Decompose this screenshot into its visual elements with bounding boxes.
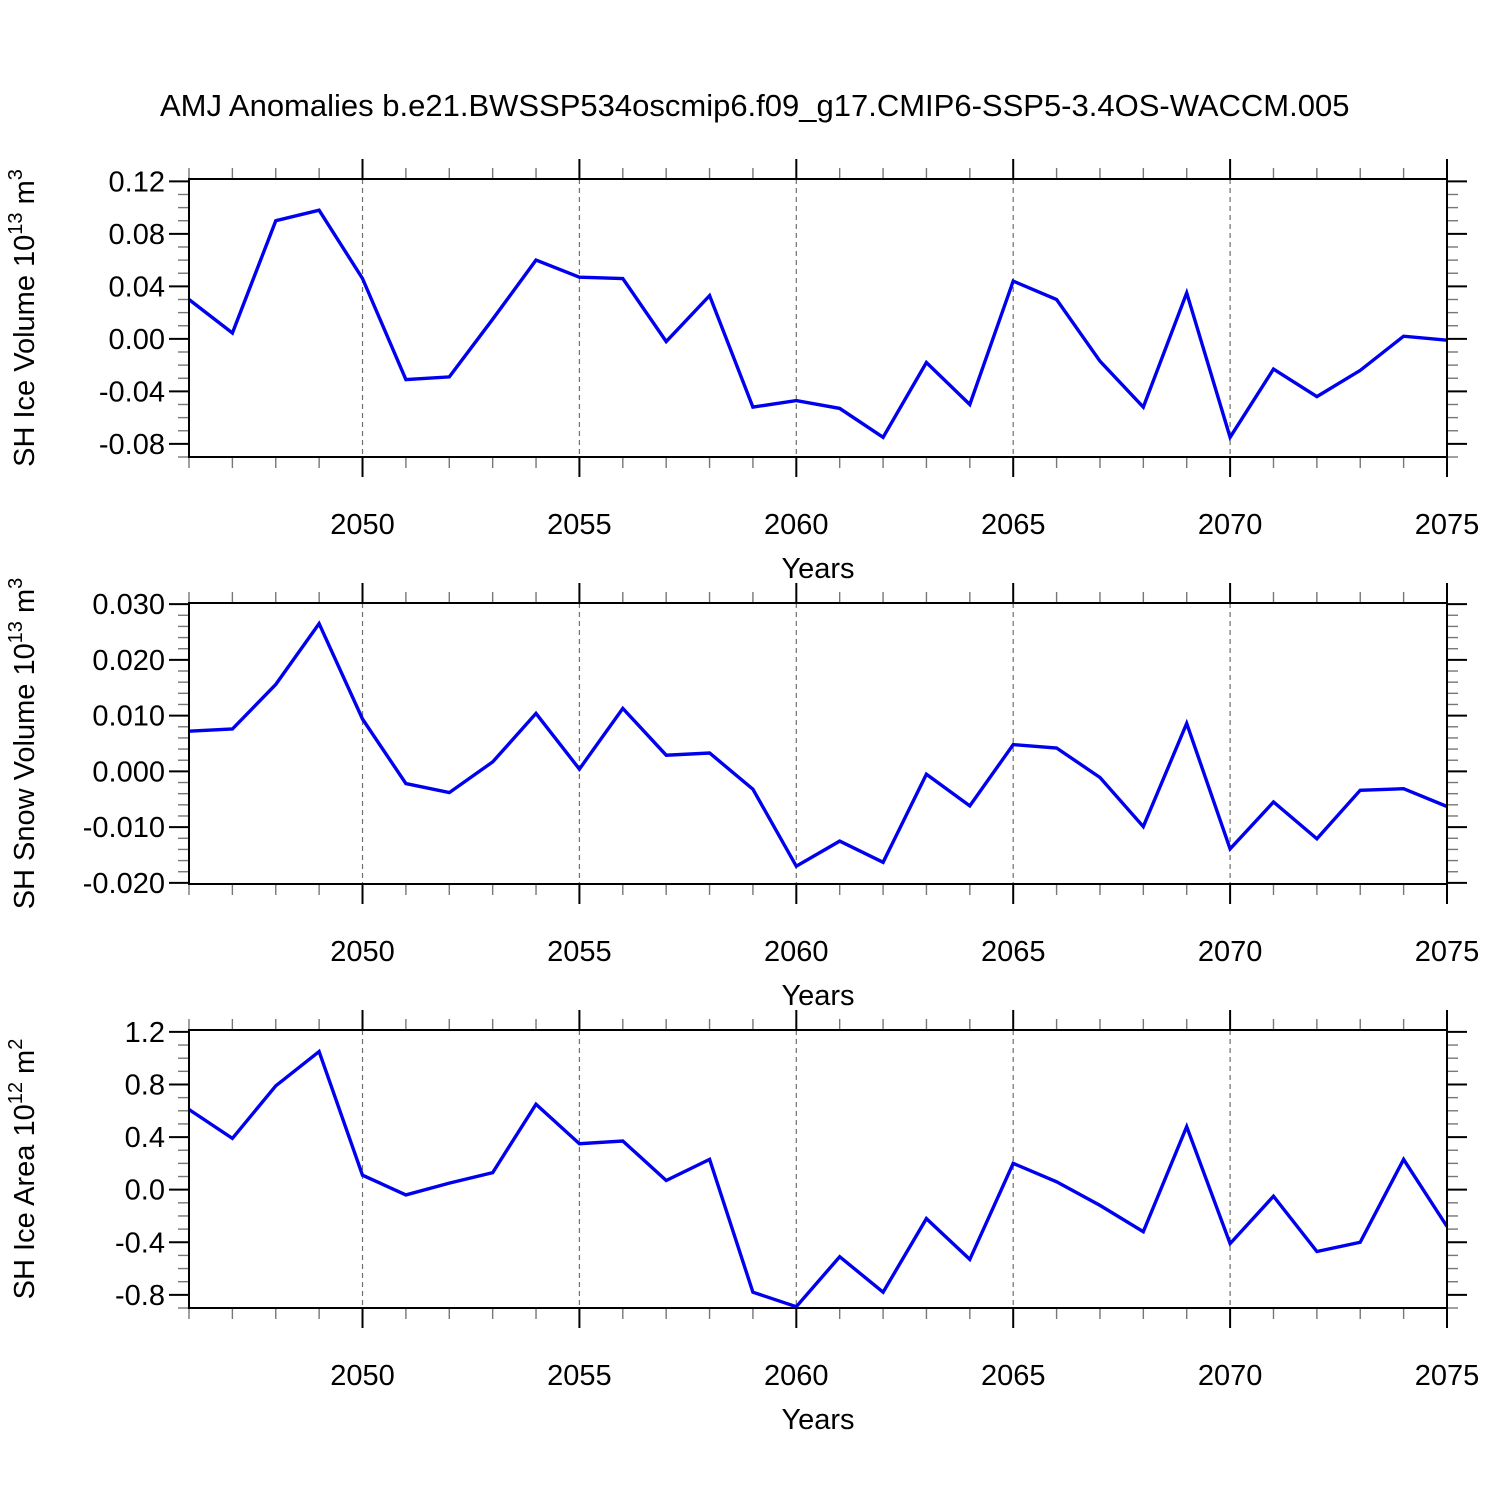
sh-ice-area-x-tick-label: 2060 xyxy=(764,1360,829,1392)
sh-snow-volume-y-tick-label: 0.030 xyxy=(92,589,165,621)
sh-ice-volume-x-ticks xyxy=(188,159,1448,477)
sh-ice-area-y-tick-labels: 1.2 0.8 0.4 0.0 -0.4 -0.8 xyxy=(115,1017,165,1312)
sh-snow-volume-x-tick-label: 2050 xyxy=(330,936,395,968)
sh-snow-volume-gridlines xyxy=(361,603,1231,884)
panel-sh-ice-area: 1.2 0.8 0.4 0.0 -0.4 -0.8 2050 2055 2060 2065 2070… xyxy=(5,1010,1479,1436)
sh-snow-volume-x-tick-label: 2075 xyxy=(1415,936,1480,968)
sh-ice-volume-x-tick-label: 2070 xyxy=(1198,509,1263,541)
sh-ice-area-y-tick-label: 0.8 xyxy=(125,1069,165,1101)
sh-snow-volume-y-tick-labels: 0.030 0.020 0.010 0.000 -0.010 -0.020 xyxy=(83,589,165,900)
sh-snow-volume-x-tick-labels: 2050 2055 2060 2065 2070 2075 xyxy=(330,936,1479,968)
sh-ice-volume-y-tick-label: -0.08 xyxy=(99,429,165,461)
sh-ice-area-x-tick-label: 2055 xyxy=(547,1360,612,1392)
sh-snow-volume-y-axis-title: SH Snow Volume 1013 m3 xyxy=(5,578,41,910)
sh-snow-volume-x-ticks xyxy=(188,583,1448,904)
sh-snow-volume-y-tick-label: -0.020 xyxy=(83,868,165,900)
sh-ice-volume-y-tick-label: -0.04 xyxy=(99,376,165,408)
sh-ice-area-x-tick-label: 2050 xyxy=(330,1360,395,1392)
sh-ice-area-x-tick-label: 2065 xyxy=(981,1360,1046,1392)
sh-ice-area-x-tick-label: 2075 xyxy=(1415,1360,1480,1392)
sh-snow-volume-x-tick-label: 2055 xyxy=(547,936,612,968)
sh-ice-volume-y-ticks xyxy=(169,180,1467,458)
sh-ice-volume-frame xyxy=(188,178,1448,458)
sh-ice-volume-x-tick-label: 2075 xyxy=(1415,509,1480,541)
sh-ice-area-frame xyxy=(188,1029,1448,1309)
sh-ice-volume-y-axis-title: SH Ice Volume 1013 m3 xyxy=(5,169,41,467)
panel-sh-snow-volume: 0.030 0.020 0.010 0.000 -0.010 -0.020 2050 2055… xyxy=(5,578,1479,1012)
sh-ice-area-x-tick-label: 2070 xyxy=(1198,1360,1263,1392)
sh-ice-volume-x-tick-label: 2065 xyxy=(981,509,1046,541)
sh-ice-volume-y-tick-labels: 0.12 0.08 0.04 0.00 -0.04 -0.08 xyxy=(99,166,165,461)
sh-snow-volume-x-axis-title: Years xyxy=(781,980,854,1012)
sh-ice-area-x-axis-title: Years xyxy=(781,1404,854,1436)
sh-ice-volume-x-tick-label: 2060 xyxy=(764,509,829,541)
sh-ice-volume-y-tick-label: 0.00 xyxy=(109,324,165,356)
sh-snow-volume-x-tick-label: 2060 xyxy=(764,936,829,968)
sh-snow-volume-y-tick-label: -0.010 xyxy=(83,812,165,844)
sh-snow-volume-x-tick-label: 2065 xyxy=(981,936,1046,968)
sh-ice-area-y-ticks xyxy=(169,1030,1467,1309)
sh-ice-volume-x-axis-title: Years xyxy=(781,553,854,585)
sh-ice-volume-x-tick-label: 2050 xyxy=(330,509,395,541)
sh-snow-volume-frame xyxy=(188,602,1448,885)
sh-ice-volume-y-tick-label: 0.08 xyxy=(109,219,165,251)
sh-ice-area-y-tick-label: 0.4 xyxy=(125,1122,165,1154)
sh-snow-volume-y-tick-label: 0.000 xyxy=(92,756,165,788)
sh-ice-volume-x-tick-label: 2055 xyxy=(547,509,612,541)
sh-snow-volume-y-ticks xyxy=(169,603,1467,884)
sh-ice-area-y-tick-label: -0.4 xyxy=(115,1227,165,1259)
sh-ice-area-gridlines xyxy=(361,1030,1231,1308)
sh-ice-area-y-axis-title: SH Ice Area 1012 m2 xyxy=(5,1039,41,1300)
sh-ice-volume-y-tick-label: 0.04 xyxy=(109,271,165,303)
sh-snow-volume-y-tick-label: 0.020 xyxy=(92,645,165,677)
sh-ice-volume-gridlines xyxy=(361,179,1231,457)
sh-ice-area-x-ticks xyxy=(188,1010,1448,1328)
sh-ice-volume-y-tick-label: 0.12 xyxy=(109,166,165,198)
plot-title: AMJ Anomalies b.e21.BWSSP534oscmip6.f09_… xyxy=(160,88,1350,123)
sh-snow-volume-data-line xyxy=(188,620,1448,869)
sh-ice-area-y-tick-label: 0.0 xyxy=(125,1175,165,1207)
sh-ice-area-data-line xyxy=(188,1048,1449,1309)
sh-ice-area-y-tick-label: -0.8 xyxy=(115,1280,165,1312)
sh-snow-volume-y-tick-label: 0.010 xyxy=(92,701,165,733)
sh-snow-volume-x-tick-label: 2070 xyxy=(1198,936,1263,968)
sh-ice-area-x-tick-labels: 2050 2055 2060 2065 2070 2075 xyxy=(330,1360,1479,1392)
sh-ice-area-y-tick-label: 1.2 xyxy=(125,1017,165,1049)
sh-ice-volume-x-tick-labels: 2050 2055 2060 2065 2070 2075 xyxy=(330,509,1479,541)
sh-ice-volume-data-line xyxy=(187,208,1448,442)
